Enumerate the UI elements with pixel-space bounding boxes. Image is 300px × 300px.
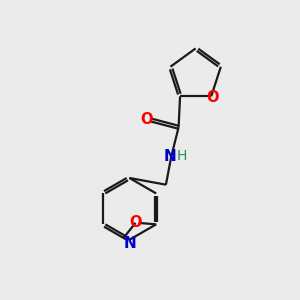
- Text: O: O: [206, 90, 219, 105]
- Text: N: N: [124, 236, 136, 251]
- Text: H: H: [176, 149, 187, 163]
- Text: O: O: [129, 215, 142, 230]
- Text: N: N: [164, 148, 176, 164]
- Text: O: O: [140, 112, 152, 128]
